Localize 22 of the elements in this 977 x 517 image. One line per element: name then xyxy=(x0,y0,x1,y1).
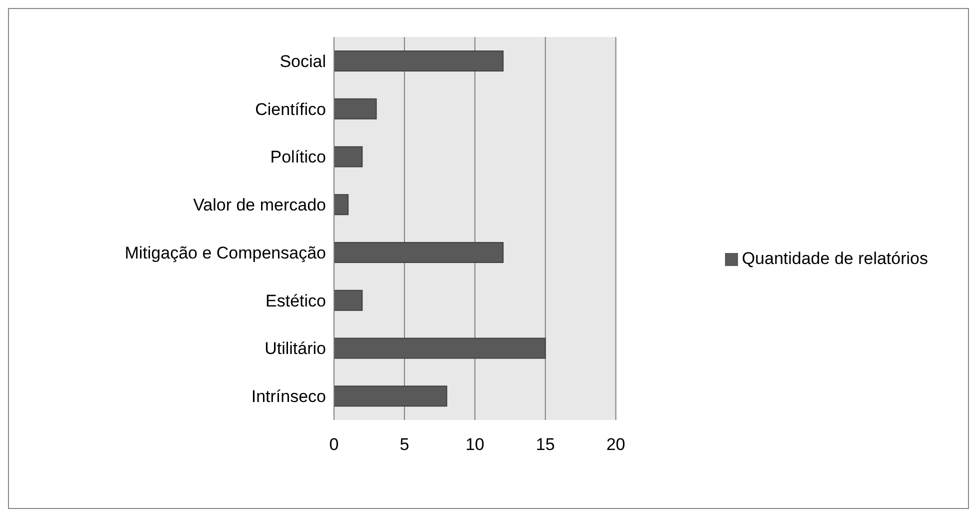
y-tick-label: Político xyxy=(270,148,326,167)
bar xyxy=(334,242,504,263)
x-tick-label: 20 xyxy=(606,435,626,454)
legend-label: Quantidade de relatórios xyxy=(742,248,928,268)
x-tick-label: 10 xyxy=(465,435,484,454)
bar xyxy=(334,290,363,311)
bar xyxy=(334,194,349,216)
y-tick-label: Intrínseco xyxy=(251,387,326,406)
y-tick-label: Valor de mercado xyxy=(193,196,326,215)
y-tick-label: Utilitário xyxy=(264,339,326,358)
x-tick-label: 0 xyxy=(329,435,339,454)
x-tick-label: 15 xyxy=(536,435,555,454)
bar xyxy=(334,146,363,168)
bar xyxy=(334,386,448,407)
x-tick-label: 5 xyxy=(400,435,410,454)
bar xyxy=(334,338,546,359)
y-tick-label: Estético xyxy=(266,291,326,310)
y-tick-label: Científico xyxy=(255,100,326,119)
bar xyxy=(334,98,377,120)
y-tick-label: Social xyxy=(280,52,326,71)
bar xyxy=(334,50,504,72)
y-tick-label: Mitigação e Compensação xyxy=(124,243,326,262)
